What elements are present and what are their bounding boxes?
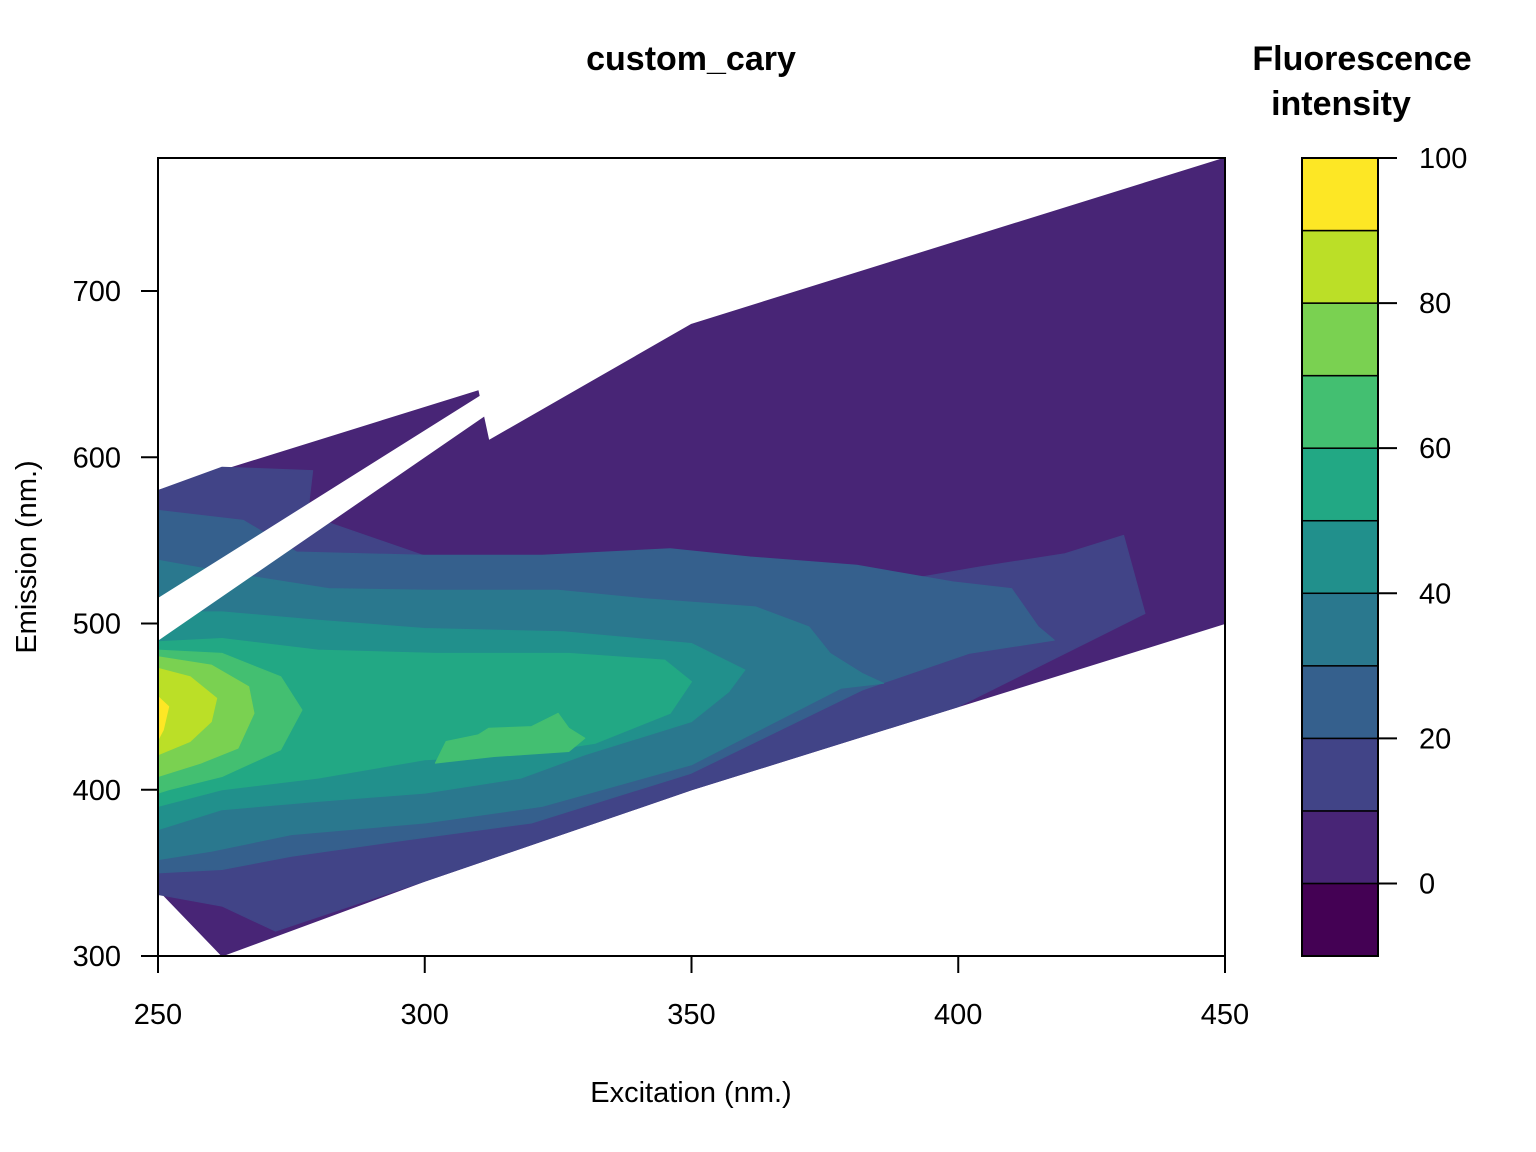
legend-swatch (1301, 592, 1379, 667)
legend-swatch (1301, 810, 1379, 885)
legend-tick-label: 100 (1419, 143, 1467, 175)
color-legend: Fluorescence intensity 0 20 40 60 80 100 (1252, 40, 1472, 957)
y-tick-label: 600 (73, 442, 121, 474)
legend-swatch (1301, 882, 1379, 957)
legend-tick-label: 80 (1419, 288, 1451, 320)
masked-band-0 (158, 390, 523, 641)
y-axis: 300 400 500 600 700 (73, 158, 159, 973)
contour-region-9 (158, 667, 218, 756)
y-tick-label: 500 (73, 609, 121, 641)
legend-title-line-1: Fluorescence (1252, 40, 1471, 78)
legend-swatch (1301, 374, 1379, 449)
legend-swatch (1301, 665, 1379, 740)
legend-swatch (1301, 302, 1379, 377)
x-tick-label: 250 (134, 999, 182, 1031)
legend-tick-label: 60 (1419, 433, 1451, 465)
legend-swatch (1301, 447, 1379, 522)
legend-tick-label: 0 (1419, 868, 1435, 900)
legend-tick-label: 40 (1419, 578, 1451, 610)
x-tick-label: 450 (1201, 999, 1249, 1031)
legend-ticks: 0 20 40 60 80 100 (1378, 143, 1467, 900)
x-tick-label: 300 (401, 999, 449, 1031)
x-axis: 250 300 350 400 450 (134, 955, 1249, 1031)
x-tick-label: 350 (667, 999, 715, 1031)
legend-frame (1301, 157, 1379, 957)
legend-title-line-2: intensity (1271, 85, 1411, 123)
chart-title: custom_cary (586, 40, 796, 78)
legend-swatch (1301, 519, 1379, 595)
x-axis-title: Excitation (nm.) (590, 1077, 791, 1109)
y-tick-label: 400 (73, 775, 121, 807)
contour-region-5 (158, 638, 692, 807)
y-tick-label: 700 (73, 276, 121, 308)
legend-swatch (1301, 737, 1379, 812)
y-axis-title: Emission (nm.) (11, 460, 43, 653)
contour-region-10 (158, 696, 170, 741)
y-tick-label: 300 (73, 941, 121, 973)
legend-swatch (1301, 157, 1379, 232)
contour-region-7 (434, 712, 586, 764)
masked-scatter-bands (158, 390, 523, 641)
legend-swatch (1301, 229, 1379, 304)
legend-color-bar (1301, 157, 1379, 957)
contour-regions (158, 158, 1225, 956)
x-tick-label: 400 (934, 999, 982, 1031)
legend-tick-label: 20 (1419, 723, 1451, 755)
